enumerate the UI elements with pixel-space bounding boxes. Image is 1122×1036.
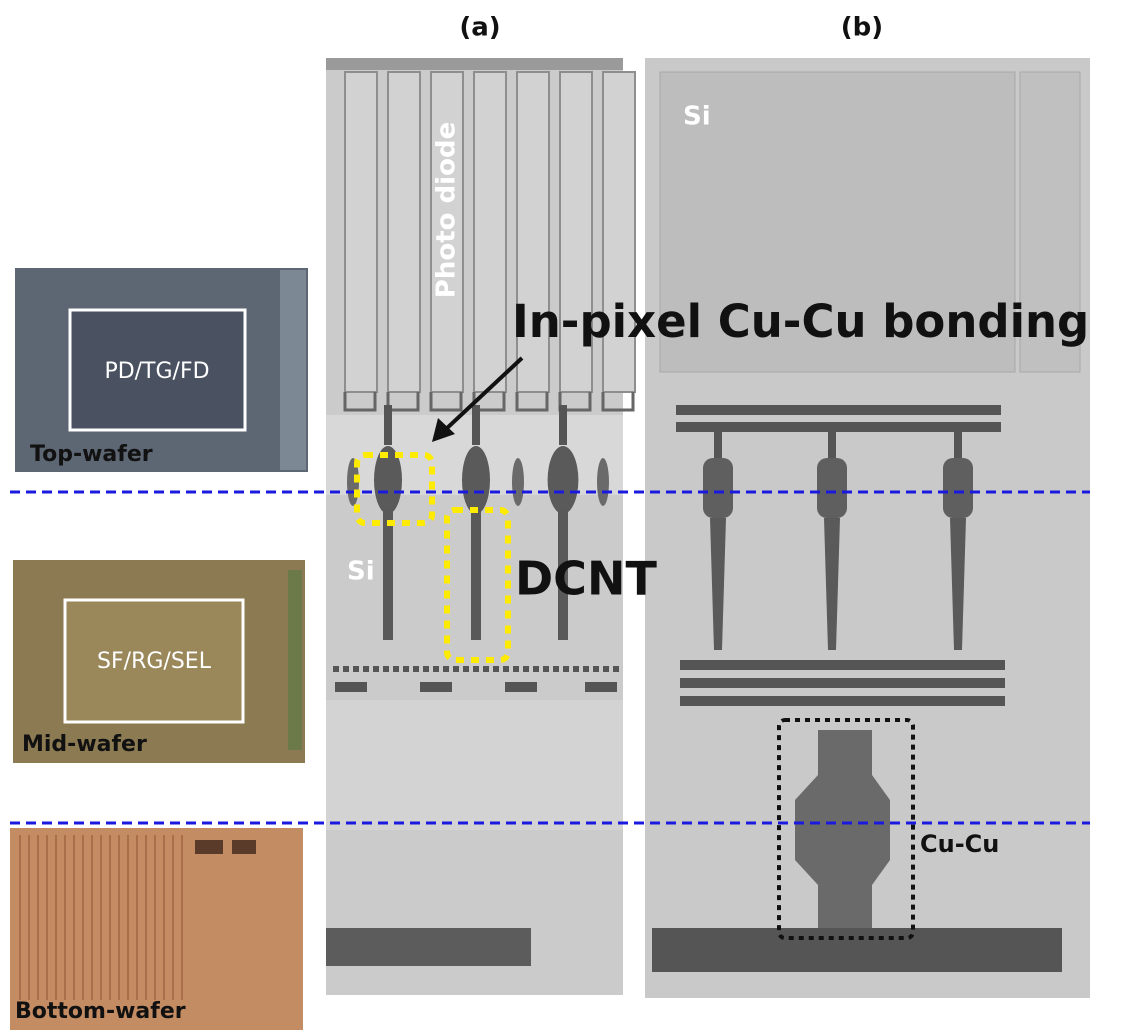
panel-b-bottom-metal bbox=[652, 928, 1062, 972]
via bbox=[472, 405, 480, 445]
metal-dot bbox=[493, 666, 499, 672]
panel-b-metal bbox=[676, 405, 1001, 415]
metal-dot bbox=[363, 666, 369, 672]
metal-dot bbox=[473, 666, 479, 672]
bond-pad bbox=[817, 458, 847, 518]
metal-dot bbox=[423, 666, 429, 672]
dcnt-pillar bbox=[383, 510, 393, 640]
si-label-b: Si bbox=[683, 102, 711, 132]
metal-dot bbox=[593, 666, 599, 672]
bottom-wafer-block bbox=[195, 840, 223, 854]
metal-dot bbox=[433, 666, 439, 672]
metal-dot bbox=[413, 666, 419, 672]
metal-dot bbox=[453, 666, 459, 672]
metal-dot bbox=[603, 666, 609, 672]
si-label-a: Si bbox=[347, 557, 375, 587]
panel-b-metal bbox=[676, 422, 1001, 432]
metal-dot bbox=[373, 666, 379, 672]
top-wafer-label: Top-wafer bbox=[30, 442, 153, 467]
panel-b-label: (b) bbox=[841, 13, 883, 43]
metal-dot bbox=[463, 666, 469, 672]
photo-diode-columns bbox=[345, 72, 635, 410]
mid-wafer-label: Mid-wafer bbox=[22, 732, 147, 757]
pad-edge bbox=[512, 458, 524, 506]
metal-dot bbox=[613, 666, 619, 672]
panel-b-metal bbox=[680, 696, 1005, 706]
pd-column bbox=[474, 72, 506, 392]
bond-pad bbox=[548, 446, 579, 514]
metal-dot bbox=[533, 666, 539, 672]
via bbox=[714, 432, 722, 462]
metal-dot bbox=[513, 666, 519, 672]
metal-dot bbox=[333, 666, 339, 672]
mid-wafer-box-label: SF/RG/SEL bbox=[97, 649, 212, 674]
pad-edge bbox=[597, 458, 609, 506]
metal-dot bbox=[583, 666, 589, 672]
panel-b-metal bbox=[680, 660, 1005, 670]
via bbox=[954, 432, 962, 462]
dcnt-pillar bbox=[471, 510, 481, 640]
metal-dot bbox=[443, 666, 449, 672]
metal-dot bbox=[523, 666, 529, 672]
metal-bar bbox=[585, 682, 617, 692]
via bbox=[828, 432, 836, 462]
bottom-wafer-label: Bottom-wafer bbox=[15, 999, 186, 1024]
metal-bar bbox=[420, 682, 452, 692]
mid-wafer-edge bbox=[288, 570, 302, 750]
bond-pad bbox=[943, 458, 973, 518]
bond-pad bbox=[462, 446, 490, 514]
metal-bar bbox=[505, 682, 537, 692]
metal-dot bbox=[403, 666, 409, 672]
via bbox=[384, 405, 392, 445]
top-wafer-box-label: PD/TG/FD bbox=[104, 359, 209, 384]
metal-dot bbox=[573, 666, 579, 672]
metal-dot bbox=[483, 666, 489, 672]
bond-pad bbox=[703, 458, 733, 518]
bonding-label: In-pixel Cu-Cu bonding bbox=[512, 295, 1089, 348]
metal-dot bbox=[343, 666, 349, 672]
metal-dot bbox=[353, 666, 359, 672]
figure: PD/TG/FD Top-wafer SF/RG/SEL Mid-wafer B… bbox=[0, 0, 1122, 1036]
metal-dot bbox=[503, 666, 509, 672]
panel-a-lower bbox=[326, 700, 623, 830]
pd-column bbox=[388, 72, 420, 392]
metal-bar bbox=[335, 682, 367, 692]
bottom-wafer-block bbox=[232, 840, 256, 854]
cu-cu-label: Cu-Cu bbox=[920, 830, 999, 858]
metal-dot bbox=[553, 666, 559, 672]
pd-column bbox=[345, 72, 377, 392]
dcnt-label: DCNT bbox=[515, 552, 657, 606]
metal-dot bbox=[563, 666, 569, 672]
top-wafer-edge bbox=[280, 270, 306, 470]
panel-a-bottom-metal bbox=[326, 928, 531, 966]
panel-a-label: (a) bbox=[459, 13, 500, 43]
metal-dot bbox=[383, 666, 389, 672]
panel-b-metal bbox=[680, 678, 1005, 688]
via bbox=[559, 405, 567, 445]
panel-a-top-layer bbox=[326, 58, 623, 70]
photo-diode-label: Photo diode bbox=[432, 122, 462, 298]
metal-dot bbox=[543, 666, 549, 672]
metal-dot bbox=[393, 666, 399, 672]
